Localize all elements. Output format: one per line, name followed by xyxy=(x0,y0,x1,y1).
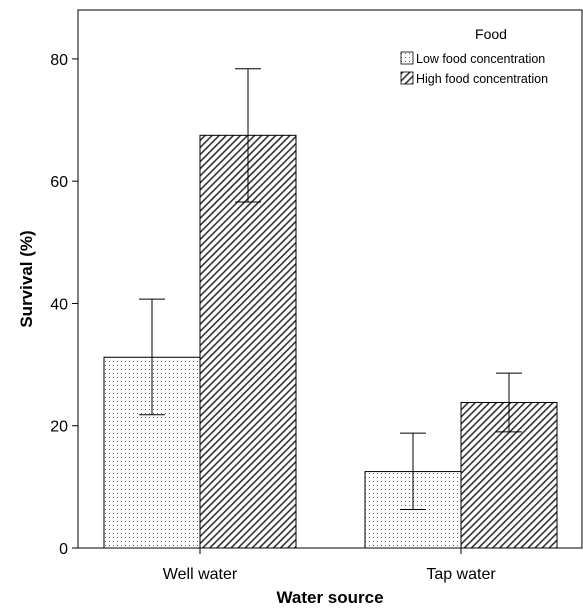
bar-well-water-high xyxy=(199,134,297,549)
legend: Food Low food concentration High food co… xyxy=(400,26,548,86)
error-bar-tap-water-low xyxy=(400,432,426,510)
x-tick-label-well-water: Well water xyxy=(163,566,238,583)
y-tick-label-0: 0 xyxy=(59,541,68,558)
legend-title: Food xyxy=(475,26,507,42)
plot-frame xyxy=(77,9,583,549)
error-bars xyxy=(139,68,522,510)
x-axis: Well water Tap water xyxy=(163,548,496,583)
error-bar-well-water-low xyxy=(139,298,165,416)
y-tick-label-80: 80 xyxy=(50,52,68,69)
y-tick-label-60: 60 xyxy=(50,174,68,191)
x-tick-label-tap-water: Tap water xyxy=(426,566,496,583)
legend-label-high: High food concentration xyxy=(416,72,548,86)
legend-swatch-low xyxy=(400,51,414,65)
legend-swatch-high xyxy=(400,71,414,85)
legend-label-low: Low food concentration xyxy=(416,52,545,66)
y-tick-label-20: 20 xyxy=(50,419,68,436)
y-tick-label-40: 40 xyxy=(50,296,68,313)
y-axis-label: Survival (%) xyxy=(17,230,36,327)
y-axis: 0 20 40 60 80 xyxy=(50,52,78,558)
error-bar-well-water-high xyxy=(235,68,261,203)
bars xyxy=(103,134,558,549)
x-axis-label: Water source xyxy=(276,588,383,607)
error-bar-tap-water-high xyxy=(496,372,522,433)
